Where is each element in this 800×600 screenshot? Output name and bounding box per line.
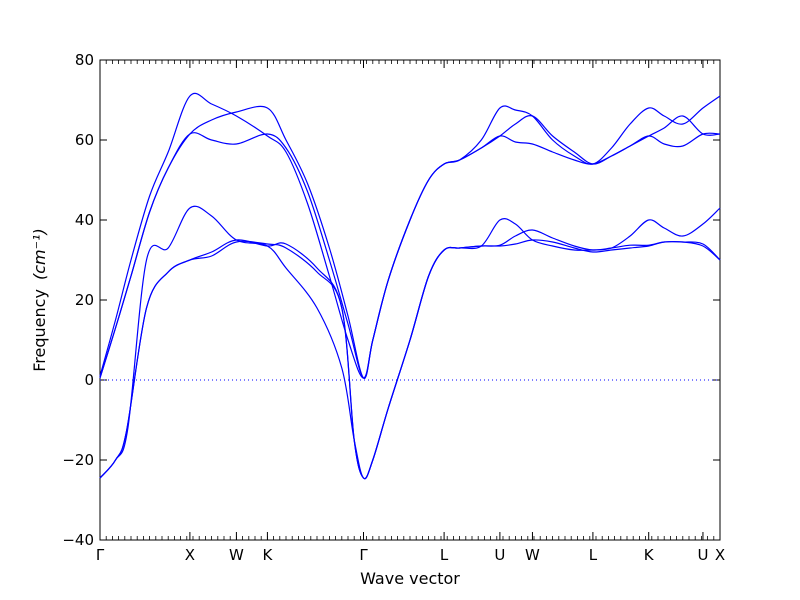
x-tick-label: L [440, 546, 449, 564]
band-line [99, 205, 721, 480]
y-axis-label-unit: (cm⁻¹) [30, 228, 49, 280]
x-tick-label: K [262, 546, 273, 564]
band-line [99, 229, 721, 480]
y-axis-label: Frequency (cm⁻¹) [30, 228, 49, 371]
y-tick-label: 0 [84, 371, 94, 389]
x-minor-ticks [99, 60, 721, 540]
x-tick-label: W [525, 546, 540, 564]
band-line [99, 239, 721, 480]
y-tick-label: 80 [75, 51, 94, 69]
x-tick-label: X [185, 546, 195, 564]
y-tick-label: −40 [62, 531, 94, 549]
y-axis-ticks: −40 −20 0 20 40 60 80 [62, 51, 720, 549]
band-line [99, 92, 721, 379]
plot-frame [99, 59, 721, 541]
x-tick-label: W [229, 546, 244, 564]
x-tick-label: K [644, 546, 655, 564]
x-tick-label: U [494, 546, 505, 564]
x-tick-label: L [589, 546, 598, 564]
y-tick-label: 60 [75, 131, 94, 149]
x-tick-label: U [697, 546, 708, 564]
y-axis-label-text: Frequency [30, 289, 49, 372]
x-axis-label: Wave vector [360, 569, 460, 588]
band-line [99, 132, 721, 379]
y-tick-label: 40 [75, 211, 94, 229]
band-curves [99, 92, 721, 480]
y-tick-label: 20 [75, 291, 94, 309]
y-tick-label: −20 [62, 451, 94, 469]
x-tick-label: X [715, 546, 725, 564]
x-tick-label: Γ [359, 546, 368, 564]
x-tick-label: Γ [96, 546, 105, 564]
